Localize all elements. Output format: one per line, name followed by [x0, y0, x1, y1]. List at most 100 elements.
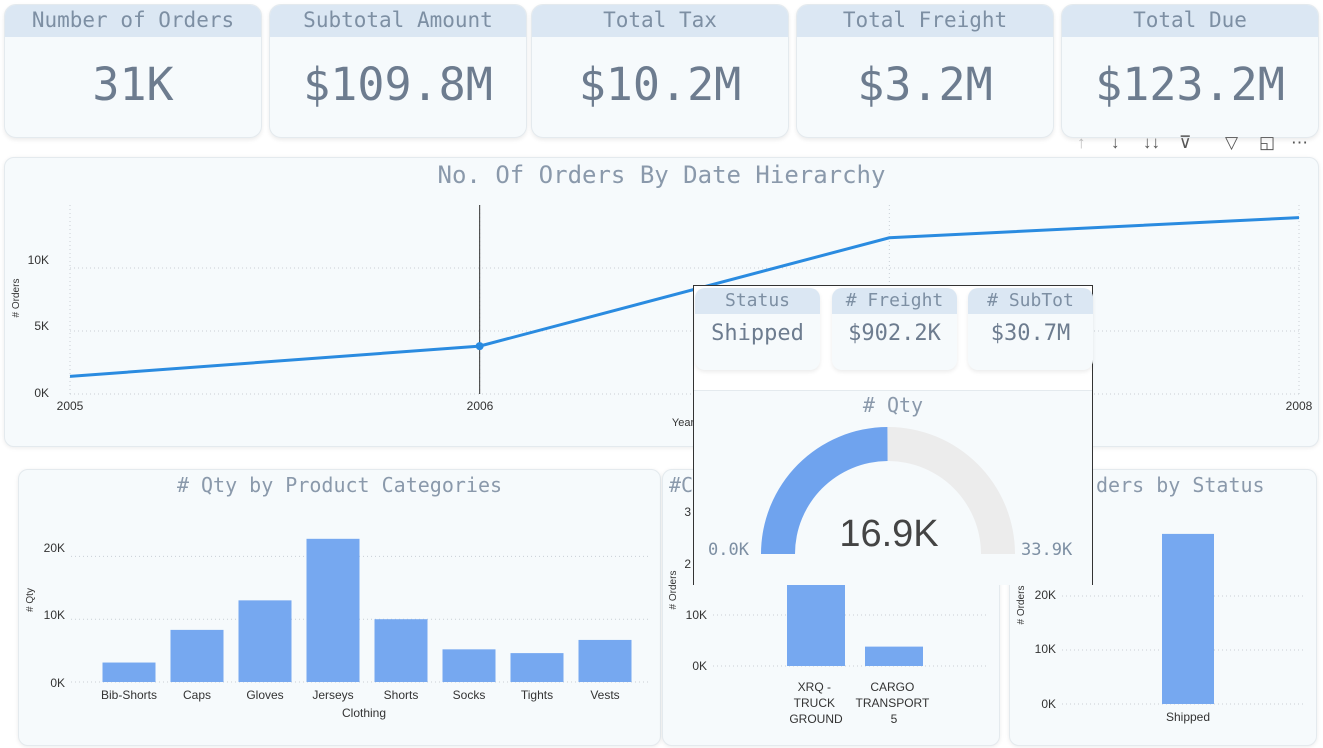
bar: [578, 639, 632, 682]
kpi-card-subtotal-amount[interactable]: Subtotal Amount $109.8M: [269, 4, 527, 138]
x-tick-line: CARGO: [870, 680, 914, 694]
x-tick-label: 2005: [57, 399, 84, 413]
kpi-title: Number of Orders: [5, 5, 261, 37]
x-tick-label: Tights: [521, 688, 553, 702]
orders-by-status-chart[interactable]: Shipped # Orders 20K 10K 0K: [1010, 470, 1316, 745]
filter-icon[interactable]: ▽: [1225, 133, 1239, 152]
bar: [442, 649, 496, 682]
kpi-card-number-of-orders[interactable]: Number of Orders 31K: [4, 4, 262, 138]
y-axis-title: # Orders: [1016, 586, 1027, 625]
x-tick-label: Socks: [453, 688, 486, 702]
mini-card-title: Status: [695, 288, 820, 314]
x-tick-label: Vests: [590, 688, 619, 702]
y-tick-label: 0K: [34, 386, 49, 400]
x-tick-label: CARGO TRANSPORT 5: [856, 680, 933, 726]
qty-by-category-chart[interactable]: Vests Tights Socks Shorts Jerseys Gloves Caps B…: [19, 470, 660, 745]
tooltip-card-subtotal: # SubTot $30.7M: [968, 288, 1093, 370]
bar: [374, 619, 428, 682]
bar: [170, 629, 224, 682]
bar: [510, 653, 564, 682]
kpi-value: $123.2M: [1095, 58, 1285, 111]
x-axis-title: Clothing: [342, 706, 386, 720]
series-line: [69, 216, 1300, 378]
gauge-value-label: 16.9K: [839, 513, 938, 555]
x-tick-label: Shorts: [384, 688, 419, 702]
qty-by-category-panel[interactable]: # Qty by Product Categories Vests Tights S…: [18, 469, 661, 746]
y-tick-label: 20K: [1035, 588, 1056, 602]
y-tick-label: 10K: [686, 608, 707, 622]
y-tick-label: 0K: [1041, 697, 1056, 711]
x-tick-label: 2008: [1286, 399, 1313, 413]
x-tick-line: 5: [891, 712, 898, 726]
gauge-fill: [761, 427, 888, 554]
x-tick-label: Jerseys: [312, 688, 353, 702]
x-tick-label: 2006: [467, 399, 494, 413]
x-tick-line: GROUND: [789, 712, 843, 726]
orders-by-status-panel[interactable]: ders by Status Shipped # Orders 20K 10K …: [1009, 469, 1317, 746]
line-chart-title: No. Of Orders By Date Hierarchy: [437, 161, 886, 189]
x-tick-label: Shipped: [1166, 710, 1210, 724]
y-tick-label: 10K: [1035, 642, 1056, 656]
y-tick-label: 5K: [34, 319, 49, 333]
x-tick-line: TRANSPORT: [856, 696, 930, 710]
gauge-min-label: 0.0K: [708, 540, 750, 560]
tooltip-card-freight: # Freight $902.2K: [832, 288, 957, 370]
y-tick-label: 10K: [28, 253, 49, 267]
report-page-tooltip: Status Shipped # Freight $902.2K # SubTo…: [693, 285, 1093, 585]
qty-gauge: 16.9K 0.0K 33.9K: [708, 427, 1073, 560]
orders-by-ship-method-chart[interactable]: # Orders 3 2 10K 0K XRQ - TRUCK GROUND C…: [663, 470, 999, 745]
bar: [306, 538, 360, 682]
x-tick-label: Caps: [183, 688, 211, 702]
x-tick-label: Bib-Shorts: [101, 688, 157, 702]
line-chart-panel[interactable]: No. Of Orders By Date Hierarchy # Orders…: [4, 157, 1319, 447]
bar: [102, 662, 156, 682]
expand-hierarchy-icon[interactable]: ⊽: [1179, 133, 1192, 152]
tooltip-card-status: Status Shipped: [695, 288, 820, 370]
kpi-value: $109.8M: [303, 58, 493, 111]
visual-header-toolbar: ↑ ↓ ↓↓ ⊽ ▽ ◱ ⋯: [1075, 133, 1315, 155]
kpi-card-total-tax[interactable]: Total Tax $10.2M: [531, 4, 789, 138]
x-tick-line: TRUCK: [794, 696, 835, 710]
double-arrow-down-icon[interactable]: ↓↓: [1143, 133, 1160, 152]
mini-card-title: # SubTot: [968, 288, 1093, 314]
mini-card-value: $902.2K: [848, 321, 941, 346]
y-axis-title: # Qty: [25, 588, 36, 612]
kpi-title: Total Freight: [797, 5, 1053, 37]
kpi-card-total-due[interactable]: Total Due $123.2M: [1061, 4, 1319, 138]
x-axis-title: Year: [672, 417, 695, 429]
x-tick-line: XRQ -: [798, 680, 831, 694]
highlight-point: [475, 342, 484, 351]
gauge-track: [887, 427, 1015, 554]
arrow-down-icon[interactable]: ↓: [1111, 133, 1120, 152]
bar-chart-title: #C: [669, 473, 694, 497]
bar: [1162, 533, 1214, 704]
arrow-up-icon[interactable]: ↑: [1077, 133, 1086, 152]
focus-mode-icon[interactable]: ◱: [1259, 133, 1276, 152]
y-tick-label: 20K: [44, 541, 65, 555]
gauge-title: # Qty: [862, 393, 924, 417]
kpi-value: 31K: [92, 58, 174, 111]
kpi-title: Subtotal Amount: [270, 5, 526, 37]
bar: [865, 646, 923, 666]
y-axis-title: # Orders: [11, 279, 22, 318]
kpi-title: Total Due: [1062, 5, 1318, 37]
qty-gauge-card: # Qty 16.9K 0.0K 33.9K: [694, 390, 1092, 585]
bar-chart-title: ders by Status: [1096, 473, 1265, 497]
kpi-value: $3.2M: [857, 58, 993, 111]
kpi-value: $10.2M: [578, 58, 742, 111]
kpi-card-total-freight[interactable]: Total Freight $3.2M: [796, 4, 1054, 138]
y-tick-label: 0K: [50, 676, 65, 690]
more-options-icon[interactable]: ⋯: [1291, 133, 1308, 152]
x-tick-label: XRQ - TRUCK GROUND: [789, 680, 843, 726]
mini-card-title: # Freight: [832, 288, 957, 314]
mini-card-value: $30.7M: [990, 321, 1071, 346]
gauge-max-label: 33.9K: [1021, 540, 1073, 560]
bar: [787, 584, 845, 666]
kpi-title: Total Tax: [532, 5, 788, 37]
y-tick-label: 3: [684, 505, 691, 519]
bar-chart-title: # Qty by Product Categories: [176, 473, 503, 497]
y-tick-label: 0K: [692, 659, 707, 673]
x-tick-label: Gloves: [246, 688, 283, 702]
line-chart[interactable]: # Orders Year 10K 5K 0K 2005 2006 2008: [5, 158, 1318, 446]
mini-card-value: Shipped: [711, 321, 804, 346]
